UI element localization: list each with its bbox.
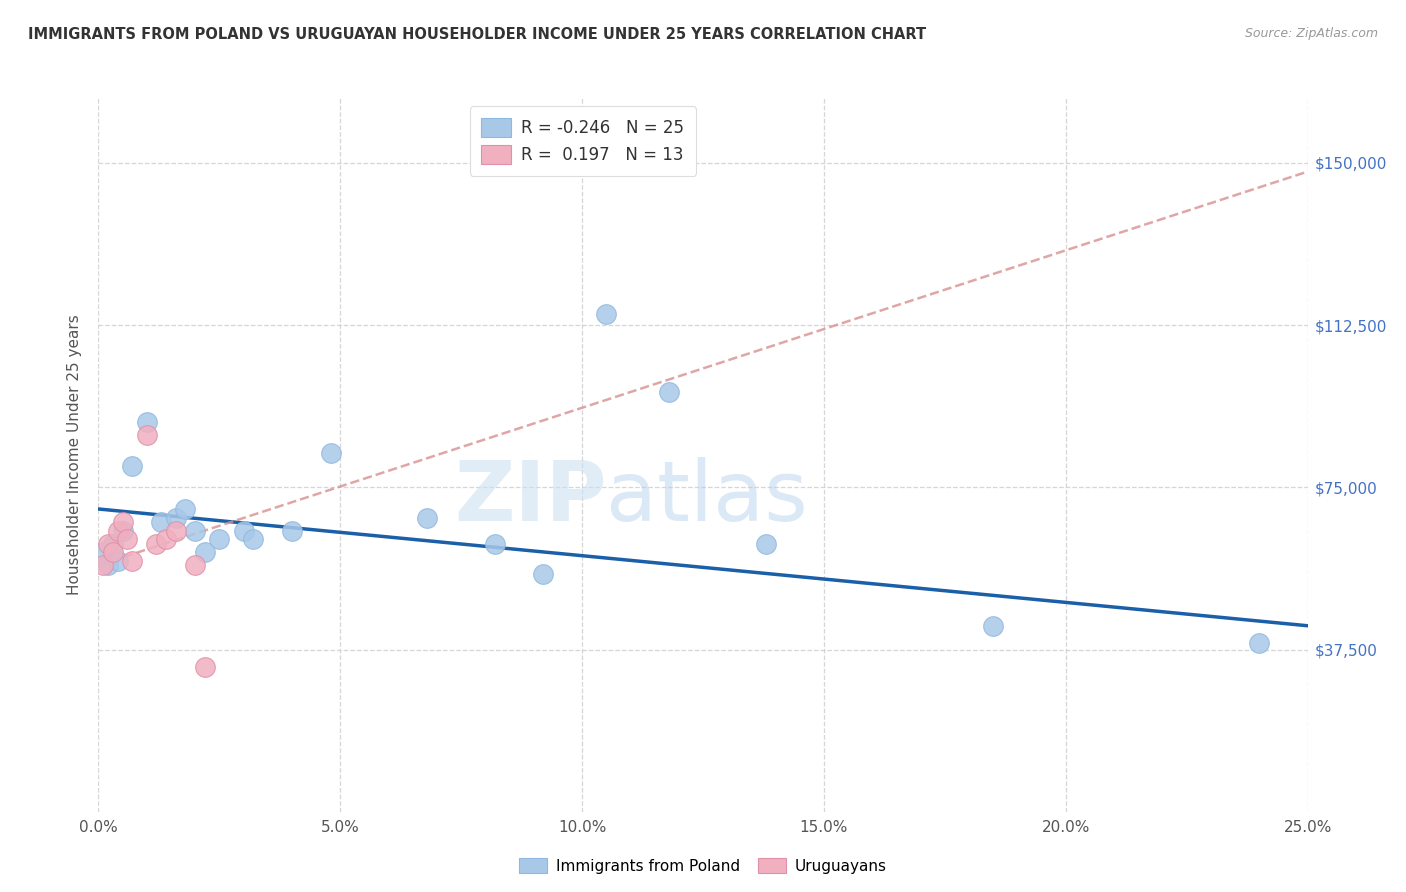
Point [242, 533, 264, 547]
Point [97, 558, 120, 573]
Point [1249, 636, 1271, 650]
Point [595, 307, 617, 321]
Point [107, 554, 129, 568]
Point [117, 533, 139, 547]
Point [281, 524, 304, 538]
Point [91, 558, 114, 573]
Point [232, 524, 254, 538]
Y-axis label: Householder Income Under 25 years: Householder Income Under 25 years [67, 315, 83, 595]
Point [658, 385, 681, 400]
Text: IMMIGRANTS FROM POLAND VS URUGUAYAN HOUSEHOLDER INCOME UNDER 25 YEARS CORRELATIO: IMMIGRANTS FROM POLAND VS URUGUAYAN HOUS… [28, 27, 927, 42]
Point [101, 545, 124, 559]
Point [135, 428, 157, 442]
Legend: R = -0.246   N = 25, R =  0.197   N = 13: R = -0.246 N = 25, R = 0.197 N = 13 [470, 106, 696, 176]
Point [135, 416, 157, 430]
Point [145, 536, 167, 550]
Point [165, 510, 187, 524]
Point [121, 458, 143, 473]
Point [107, 524, 129, 538]
Point [155, 533, 177, 547]
Point [184, 558, 207, 573]
Point [981, 619, 1004, 633]
Point [111, 515, 134, 529]
Text: atlas: atlas [606, 458, 808, 538]
Point [319, 446, 342, 460]
Point [194, 545, 217, 559]
Point [150, 515, 173, 529]
Point [121, 554, 143, 568]
Legend: Immigrants from Poland, Uruguayans: Immigrants from Poland, Uruguayans [513, 852, 893, 880]
Point [484, 536, 506, 550]
Point [97, 536, 120, 550]
Text: Source: ZipAtlas.com: Source: ZipAtlas.com [1244, 27, 1378, 40]
Point [184, 524, 207, 538]
Point [174, 502, 197, 516]
Point [208, 533, 231, 547]
Point [91, 545, 114, 559]
Point [165, 524, 187, 538]
Text: ZIP: ZIP [454, 458, 606, 538]
Point [194, 660, 217, 674]
Point [531, 566, 554, 581]
Point [755, 536, 778, 550]
Point [416, 510, 439, 524]
Point [101, 536, 124, 550]
Point [111, 524, 134, 538]
